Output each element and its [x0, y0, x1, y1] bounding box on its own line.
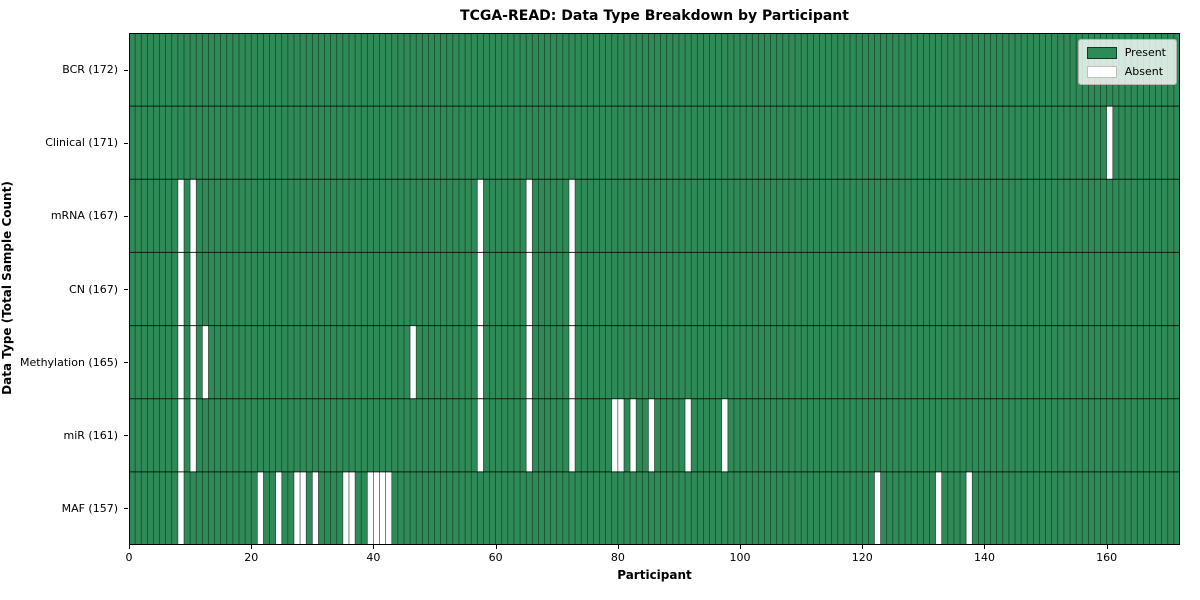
- x-tick-mark: [740, 545, 742, 549]
- x-tick-label: 40: [366, 551, 381, 564]
- x-tick-label: 100: [729, 551, 751, 564]
- x-tick-mark: [984, 545, 986, 549]
- x-tick-mark: [373, 545, 375, 549]
- absent-cell: [525, 178, 533, 253]
- y-tick-mark: [124, 215, 128, 217]
- absent-cell: [721, 398, 729, 473]
- x-tick-label: 60: [488, 551, 503, 564]
- legend-item-absent: Absent: [1086, 65, 1166, 78]
- y-tick-label: Clinical (171): [45, 136, 118, 150]
- present-swatch: [1086, 46, 1117, 59]
- x-tick-label: 160: [1096, 551, 1118, 564]
- absent-cell: [525, 325, 533, 400]
- absent-cell: [177, 471, 185, 545]
- legend-item-present: Present: [1086, 46, 1166, 59]
- y-tick-label: miR (161): [63, 428, 119, 442]
- chart-title: TCGA-READ: Data Type Breakdown by Partic…: [460, 8, 849, 24]
- absent-cell: [189, 252, 197, 326]
- x-tick-mark: [862, 545, 864, 549]
- absent-cell: [177, 252, 185, 326]
- absent-cell: [177, 178, 185, 253]
- y-tick-label: BCR (172): [62, 63, 118, 77]
- absent-cell: [366, 471, 374, 545]
- presence-matrix: [129, 33, 1180, 545]
- x-axis-title: Participant: [617, 568, 692, 582]
- absent-cell: [1106, 105, 1114, 180]
- absent-cell: [476, 398, 484, 473]
- absent-cell: [525, 398, 533, 473]
- absent-cell: [611, 398, 619, 473]
- absent-cell: [568, 252, 576, 326]
- absent-cell: [311, 471, 319, 545]
- absent-cell: [256, 471, 264, 545]
- legend: Present Absent: [1077, 39, 1177, 85]
- x-tick-mark: [617, 545, 619, 549]
- absent-cell: [648, 398, 655, 473]
- absent-cell: [409, 325, 417, 400]
- x-tick-label: 140: [973, 551, 995, 564]
- y-tick-label: Methylation (165): [20, 355, 118, 369]
- absent-swatch: [1086, 65, 1117, 78]
- absent-cell: [684, 398, 692, 473]
- x-tick-mark: [129, 545, 130, 549]
- absent-cell: [177, 398, 185, 473]
- absent-cell: [874, 471, 881, 545]
- y-tick-mark: [124, 508, 128, 510]
- y-tick-label: mRNA (167): [50, 209, 118, 223]
- absent-cell: [385, 471, 393, 545]
- absent-cell: [201, 325, 209, 400]
- x-tick-mark: [1106, 545, 1108, 549]
- absent-cell: [293, 471, 301, 545]
- absent-cell: [568, 178, 576, 253]
- absent-cell: [189, 398, 197, 473]
- x-tick-label: 120: [851, 551, 873, 564]
- x-tick-mark: [495, 545, 497, 549]
- absent-cell: [476, 178, 484, 253]
- y-tick-label: CN (167): [69, 282, 118, 296]
- absent-cell: [373, 471, 380, 545]
- absent-cell: [189, 178, 197, 253]
- y-tick-mark: [124, 69, 128, 71]
- absent-cell: [189, 325, 197, 400]
- absent-cell: [348, 471, 356, 545]
- absent-cell: [342, 471, 350, 545]
- absent-cell: [476, 252, 484, 326]
- absent-cell: [629, 398, 637, 473]
- x-tick-label: 20: [244, 551, 259, 564]
- legend-present-label: Present: [1124, 46, 1166, 59]
- absent-cell: [617, 398, 625, 473]
- absent-cell: [379, 471, 386, 545]
- absent-cell: [568, 325, 576, 400]
- absent-cell: [476, 325, 484, 400]
- y-tick-mark: [124, 142, 128, 144]
- x-tick-label: 0: [125, 551, 133, 564]
- y-tick-label: MAF (157): [61, 501, 118, 515]
- absent-cell: [299, 471, 307, 545]
- y-tick-mark: [124, 435, 128, 437]
- absent-cell: [177, 325, 185, 400]
- absent-cell: [568, 398, 576, 473]
- legend-absent-label: Absent: [1124, 65, 1164, 78]
- y-tick-mark: [124, 289, 128, 290]
- absent-cell: [525, 252, 533, 326]
- plot-area: [129, 33, 1180, 545]
- x-tick-label: 80: [610, 551, 625, 564]
- y-tick-mark: [124, 362, 128, 364]
- absent-cell: [935, 471, 943, 545]
- absent-cell: [965, 471, 973, 545]
- x-tick-mark: [251, 545, 253, 549]
- absent-cell: [275, 471, 283, 545]
